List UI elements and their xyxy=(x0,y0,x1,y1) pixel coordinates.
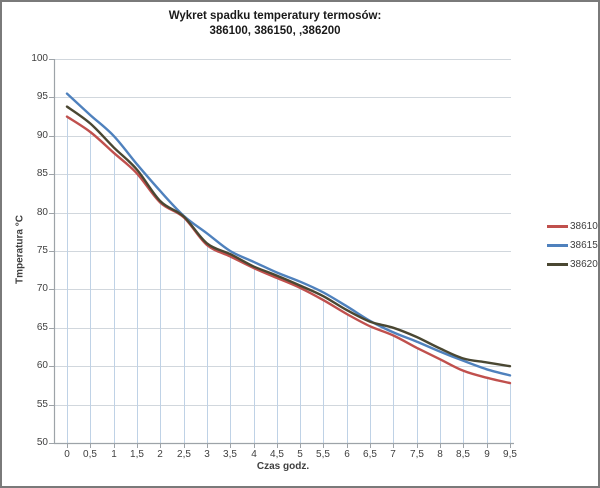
y-axis-title: Tmperatura °C xyxy=(14,215,26,285)
x-tick-label: 1,5 xyxy=(130,449,144,460)
x-tick-label: 7 xyxy=(390,449,396,460)
x-tick-label: 7,5 xyxy=(410,449,424,460)
series-line-386100 xyxy=(65,115,512,385)
x-tick-label: 0,5 xyxy=(83,449,97,460)
x-axis-title: Czas godz. xyxy=(256,461,310,472)
x-tick-label: 2 xyxy=(157,449,163,460)
legend-label: 386200 xyxy=(570,259,598,270)
y-tick-label: 65 xyxy=(36,322,48,333)
legend-item-386150: 386150 xyxy=(547,236,598,255)
chart-title-line1: Wykret spadku temperatury termosów: xyxy=(168,10,382,22)
x-tick-label: 5,5 xyxy=(316,449,330,460)
x-tick-label: 0 xyxy=(64,449,70,460)
y-tick-label: 50 xyxy=(36,437,48,448)
legend-line-swatch xyxy=(547,263,568,266)
x-tick-label: 9,5 xyxy=(503,449,517,460)
y-tick-label: 75 xyxy=(36,245,48,256)
y-tick-label: 85 xyxy=(36,168,48,179)
legend: 386100 386150 386200 xyxy=(547,217,598,274)
x-tick-label: 9 xyxy=(484,449,490,460)
x-tick-label: 3,5 xyxy=(223,449,237,460)
x-tick-label: 6 xyxy=(344,449,350,460)
legend-line-swatch xyxy=(547,225,568,228)
x-tick-label: 6,5 xyxy=(363,449,377,460)
x-tick-label: 8,5 xyxy=(456,449,470,460)
y-tick-label: 95 xyxy=(36,91,48,102)
x-tick-label: 5 xyxy=(297,449,303,460)
x-tick-label: 8 xyxy=(437,449,443,460)
y-tick-label: 80 xyxy=(36,207,48,218)
chart-title: Wykret spadku temperatury termosów: 3861… xyxy=(2,9,548,39)
series-line-386200 xyxy=(65,105,512,368)
legend-item-386200: 386200 xyxy=(547,255,598,274)
x-tick-label: 4 xyxy=(251,449,257,460)
y-tick-label: 60 xyxy=(36,360,48,371)
legend-label: 386100 xyxy=(570,221,598,232)
x-tick-label: 3 xyxy=(204,449,210,460)
y-tick-label: 70 xyxy=(36,283,48,294)
y-tick-label: 90 xyxy=(36,130,48,141)
y-tick-label: 100 xyxy=(31,53,48,64)
legend-item-386100: 386100 xyxy=(547,217,598,236)
x-tick-label: 1 xyxy=(111,449,117,460)
series-line-386150 xyxy=(65,92,512,377)
legend-line-swatch xyxy=(547,244,568,247)
legend-label: 386150 xyxy=(570,240,598,251)
chart-title-line2: 386100, 386150, ,386200 xyxy=(209,25,341,37)
x-tick-label: 2,5 xyxy=(177,449,191,460)
y-tick-label: 55 xyxy=(36,399,48,410)
x-tick-label: 4,5 xyxy=(270,449,284,460)
